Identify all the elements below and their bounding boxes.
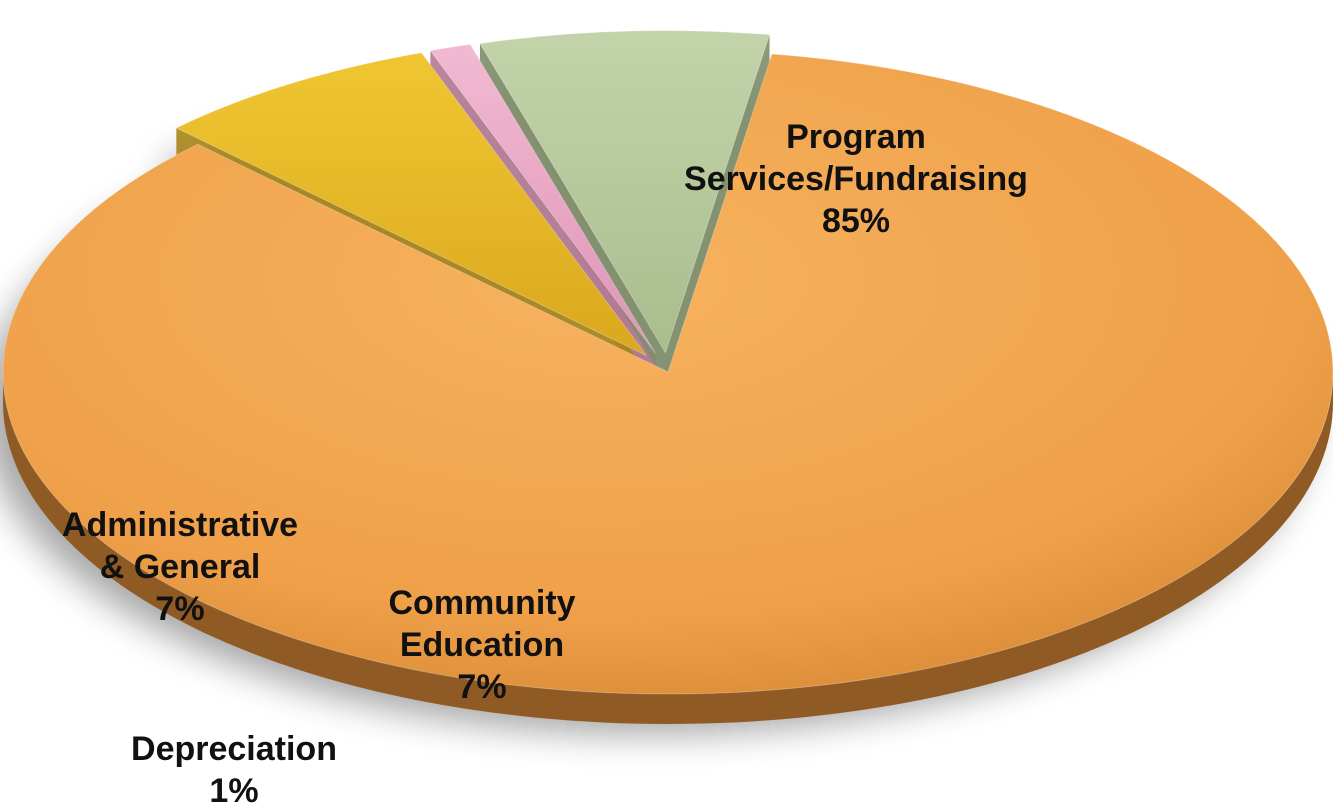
slice-program-services <box>2 53 1333 695</box>
slice-community-education-value-label: 7% <box>457 668 506 706</box>
slice-depreciation-label: Depreciation 1% <box>131 730 337 807</box>
slice-community-education-name-label: Community <box>389 584 576 622</box>
slice-program-services-name-label: Program <box>786 118 926 156</box>
slice-administrative-general <box>479 30 771 354</box>
slice-administrative-general-name-label: & General <box>100 548 261 586</box>
slice-program-services-name-label: Services/Fundraising <box>684 160 1028 198</box>
slice-administrative-general-value-label: 7% <box>155 590 204 628</box>
slice-community-education-name-label: Education <box>400 626 564 664</box>
slice-program-services-value-label: 85% <box>822 202 890 240</box>
slice-program-services-label: Program Services/Fundraising 85% <box>684 118 1028 240</box>
slice-administrative-general-name-label: Administrative <box>62 506 298 544</box>
slice-community-education <box>175 52 647 357</box>
slice-administrative-general-label: Administrative & General 7% <box>62 506 298 628</box>
slice-depreciation <box>429 43 657 354</box>
pie-slices <box>2 30 1333 695</box>
slice-community-education-label: Community Education 7% <box>389 584 576 706</box>
slice-administrative-general-face-1 <box>665 34 770 383</box>
slice-depreciation-name-label: Depreciation <box>131 730 337 768</box>
slice-depreciation-value-label: 1% <box>209 772 258 807</box>
pie-labels: Program Services/Fundraising 85% Community E… <box>62 118 1028 807</box>
